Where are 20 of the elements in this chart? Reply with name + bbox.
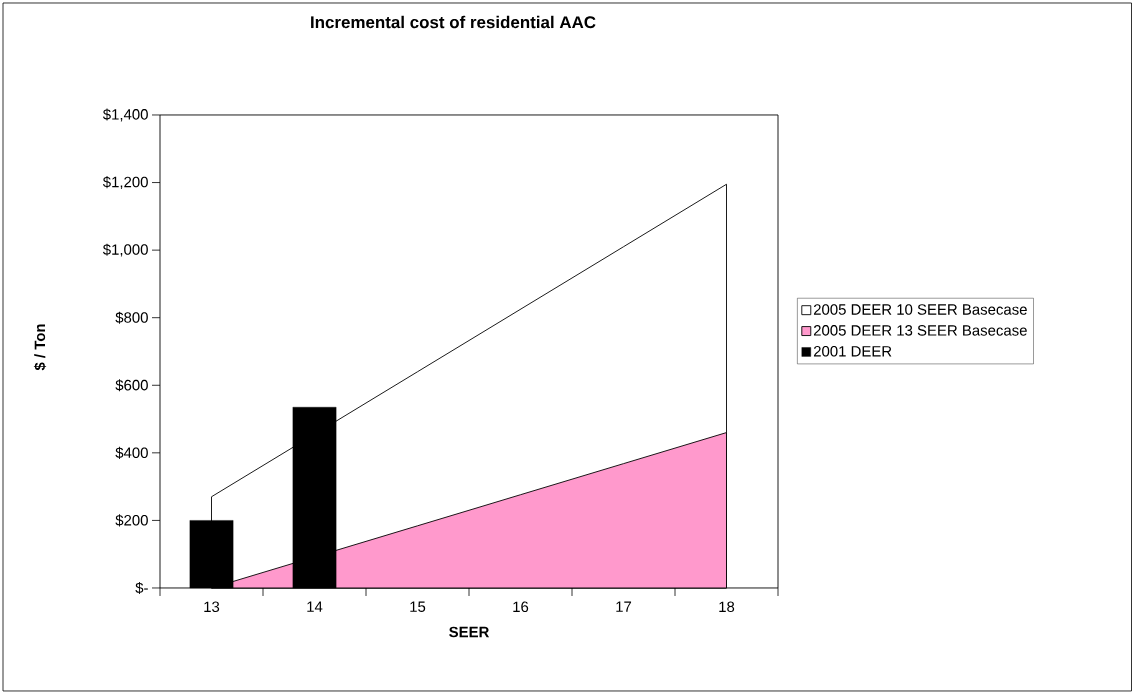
x-tick-label: 15 [410,601,426,612]
y-tick-label: $- [135,581,148,595]
y-tick-label: $1,200 [102,176,148,190]
x-tick-label: 14 [307,601,323,612]
x-tick-label: 17 [616,601,632,612]
chart-title: Incremental cost of residential AAC [311,15,596,29]
y-tick-label: $200 [115,514,148,527]
y-axis-title: $ / Ton [33,324,47,371]
y-tick-label: $400 [115,446,148,459]
x-tick-label: 18 [719,601,735,613]
y-tick-label: $1,000 [102,243,148,257]
y-tick-label: $800 [115,311,148,324]
y-tick-label: $600 [115,379,148,392]
legend-label: 2001 DEER [813,346,892,357]
x-tick-label: 16 [513,601,529,613]
y-tick-label: $1,400 [102,108,148,122]
x-tick-label: 13 [204,601,220,613]
legend-label: 2005 DEER 10 SEER Basecase [813,304,1027,315]
legend-label: 2005 DEER 13 SEER Basecase [813,325,1027,336]
x-axis-title: SEER [449,626,490,638]
